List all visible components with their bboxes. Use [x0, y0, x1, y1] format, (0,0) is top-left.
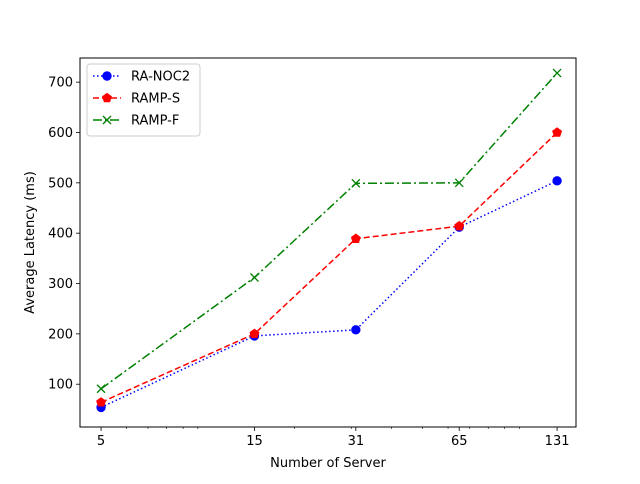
data-point-ramp-f — [454, 178, 464, 188]
legend-marker — [102, 71, 112, 81]
x-marker-stroke — [552, 68, 562, 78]
data-point-ra-noc2 — [552, 176, 562, 186]
data-point-ramp-f — [96, 384, 106, 394]
series-line-ra-noc2 — [100, 180, 558, 409]
y-tick-label: 300 — [48, 277, 73, 292]
x-axis-ticks: 5 15 31 65 131 — [97, 427, 570, 449]
y-tick-label: 500 — [48, 176, 73, 191]
legend: RA-NOC2 RAMP-S RAMP-F — [86, 63, 201, 137]
series-ramp-s — [96, 127, 563, 407]
plot-frame — [79, 57, 577, 428]
data-point-ramp-s — [350, 233, 361, 243]
data-point-ramp-s — [96, 397, 107, 407]
data-point-ramp-s — [249, 328, 260, 339]
x-tick-label: 15 — [246, 434, 263, 449]
x-tick-label: 5 — [97, 434, 105, 449]
x-axis-label: Number of Server — [270, 456, 386, 471]
legend-label: RAMP-F — [131, 114, 179, 129]
y-axis-ticks: 100 200 300 400 500 600 700 — [48, 76, 80, 393]
x-marker-stroke — [454, 178, 464, 188]
data-point-ramp-s — [552, 127, 563, 137]
x-tick-label: 31 — [348, 434, 365, 449]
x-marker-stroke — [102, 115, 112, 125]
legend-marker — [102, 92, 112, 103]
y-tick-label: 700 — [48, 76, 73, 91]
y-tick-label: 100 — [48, 378, 73, 393]
legend-label: RAMP-S — [131, 92, 180, 107]
x-marker-stroke — [250, 273, 259, 282]
y-tick-label: 400 — [48, 227, 73, 242]
y-tick-label: 200 — [48, 327, 73, 342]
data-point-ramp-f — [552, 68, 562, 78]
series-ra-noc2 — [96, 176, 562, 413]
legend-item-ramp-f: RAMP-F — [93, 114, 179, 129]
legend-marker — [102, 115, 112, 125]
x-marker-stroke — [96, 384, 106, 394]
y-tick-label: 600 — [48, 126, 73, 141]
series-ramp-f — [96, 68, 562, 394]
data-point-ramp-s — [454, 220, 465, 231]
data-point-ra-noc2 — [351, 325, 361, 335]
x-tick-label: 131 — [545, 434, 570, 449]
y-axis-label: Average Latency (ms) — [23, 171, 38, 314]
series-layer — [96, 68, 563, 413]
legend-item-ra-noc2: RA-NOC2 — [93, 70, 190, 85]
axes-layer — [79, 57, 577, 428]
x-marker-stroke — [351, 178, 361, 188]
series-line-ramp-s — [100, 131, 558, 404]
data-point-ramp-f — [250, 273, 259, 282]
legend-box — [86, 63, 201, 137]
legend-label: RA-NOC2 — [131, 70, 190, 85]
data-point-ramp-f — [351, 178, 361, 188]
x-tick-label: 65 — [451, 434, 468, 449]
legend-item-ramp-s: RAMP-S — [93, 92, 180, 107]
